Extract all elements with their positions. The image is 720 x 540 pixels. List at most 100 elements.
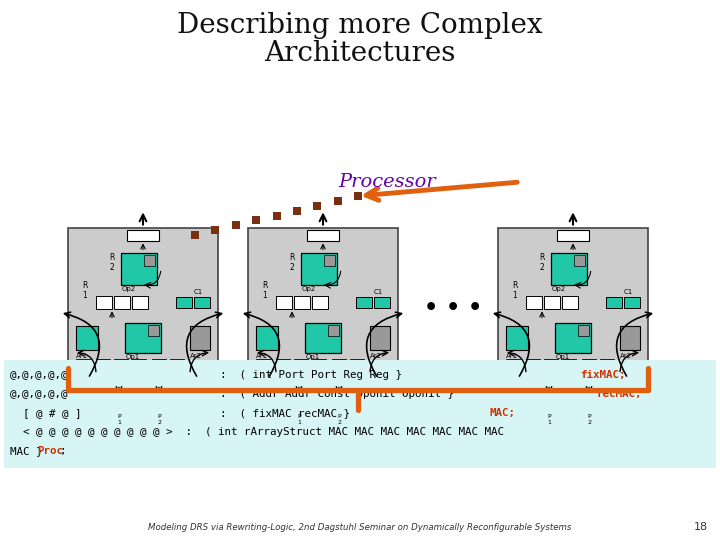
Bar	[498, 227, 648, 393]
Text: R
2: R 2	[539, 253, 544, 272]
Bar	[506, 326, 528, 349]
Text: P
2: P 2	[157, 415, 161, 426]
Bar	[356, 296, 372, 307]
Bar	[578, 325, 589, 335]
Text: C1: C1	[374, 288, 383, 294]
Text: Op2: Op2	[122, 287, 136, 293]
Text: Op2: Op2	[552, 287, 566, 293]
Bar	[538, 399, 560, 413]
Bar	[68, 227, 218, 393]
Text: P
2: P 2	[587, 415, 591, 426]
Bar	[276, 295, 292, 308]
Bar	[324, 254, 335, 266]
Text: 18: 18	[694, 522, 708, 532]
Bar	[76, 326, 98, 349]
Text: Op2: Op2	[302, 287, 316, 293]
Bar	[350, 359, 364, 368]
Text: R
1: R 1	[512, 281, 518, 300]
Text: P
1: P 1	[297, 415, 301, 426]
Text: Ar1: Ar1	[76, 353, 88, 359]
Bar	[606, 296, 622, 307]
Bar	[148, 399, 170, 413]
Text: C1: C1	[624, 288, 634, 294]
Bar	[506, 359, 520, 368]
Bar	[276, 359, 290, 368]
Text: ;: ;	[60, 446, 66, 456]
Bar	[544, 295, 560, 308]
Bar	[76, 359, 90, 368]
Bar	[190, 326, 210, 349]
Text: < @ @ @ @ @ @ @ @ @ @ >  :  ( int rArrayStruct MAC MAC MAC MAC MAC MAC MAC: < @ @ @ @ @ @ @ @ @ @ > : ( int rArraySt…	[10, 427, 504, 437]
Bar	[294, 359, 308, 368]
Bar	[562, 295, 578, 308]
Bar	[624, 296, 640, 307]
Bar	[374, 296, 390, 307]
Text: • • •: • • •	[424, 298, 482, 318]
Text: Op1: Op1	[306, 354, 320, 361]
Bar	[96, 295, 112, 308]
Bar	[557, 230, 589, 240]
Bar	[114, 359, 128, 368]
Bar	[562, 359, 576, 368]
Text: P
2: P 2	[337, 415, 341, 426]
Bar	[307, 230, 339, 240]
Bar	[132, 359, 146, 368]
Text: recMAC;: recMAC;	[596, 389, 642, 399]
Text: R
2: R 2	[109, 253, 114, 272]
Bar	[328, 399, 350, 413]
Bar	[127, 230, 159, 240]
Text: Op1: Op1	[126, 354, 140, 361]
Text: fixMAC;: fixMAC;	[580, 370, 626, 380]
Text: P
1: P 1	[117, 415, 121, 426]
Bar	[288, 399, 310, 413]
Text: MAC;: MAC;	[490, 408, 516, 418]
Bar	[114, 295, 130, 308]
Text: MAC }: MAC }	[10, 446, 42, 456]
Bar	[551, 253, 587, 285]
Text: Processor: Processor	[338, 173, 436, 191]
Bar	[176, 296, 192, 307]
Bar	[305, 322, 341, 353]
Bar	[582, 359, 596, 368]
Text: Architectures: Architectures	[264, 40, 456, 67]
Bar	[526, 295, 542, 308]
Text: R
1: R 1	[262, 281, 267, 300]
Text: R
1: R 1	[82, 281, 87, 300]
Bar	[312, 295, 328, 308]
Text: :  ( int Port Port Reg Reg }: : ( int Port Port Reg Reg }	[220, 370, 408, 380]
Text: Ar2: Ar2	[190, 353, 202, 359]
Bar	[144, 254, 155, 266]
Bar	[544, 359, 558, 368]
Bar	[555, 322, 591, 353]
Bar	[332, 359, 346, 368]
Text: P
1: P 1	[547, 415, 551, 426]
Text: :  ( Addr Addr Const OpUnit OpUnit }: : ( Addr Addr Const OpUnit OpUnit }	[220, 389, 461, 399]
Text: Describing more Complex: Describing more Complex	[177, 12, 543, 39]
Bar	[132, 295, 148, 308]
Bar	[152, 359, 166, 368]
Bar	[125, 322, 161, 353]
Text: :  ( fixMAC recMAC }: : ( fixMAC recMAC }	[220, 408, 356, 418]
Bar	[301, 253, 337, 285]
Text: [ @ # @ ]: [ @ # @ ]	[10, 408, 81, 418]
Bar	[96, 359, 110, 368]
Bar	[170, 359, 184, 368]
Bar	[4, 360, 716, 468]
Bar	[248, 227, 398, 393]
Bar	[148, 325, 159, 335]
Text: Op1: Op1	[556, 354, 570, 361]
Text: @,@,@,@,@: @,@,@,@,@	[10, 370, 68, 380]
Bar	[312, 359, 326, 368]
Bar	[574, 254, 585, 266]
Bar	[194, 296, 210, 307]
Text: Ar1: Ar1	[506, 353, 518, 359]
Bar	[620, 326, 640, 349]
Bar	[256, 326, 278, 349]
Bar	[578, 399, 600, 413]
Bar	[328, 325, 339, 335]
Bar	[256, 359, 270, 368]
Text: Ar1: Ar1	[256, 353, 268, 359]
Text: Ar2: Ar2	[370, 353, 382, 359]
Text: Ar2: Ar2	[620, 353, 632, 359]
Bar	[370, 326, 390, 349]
